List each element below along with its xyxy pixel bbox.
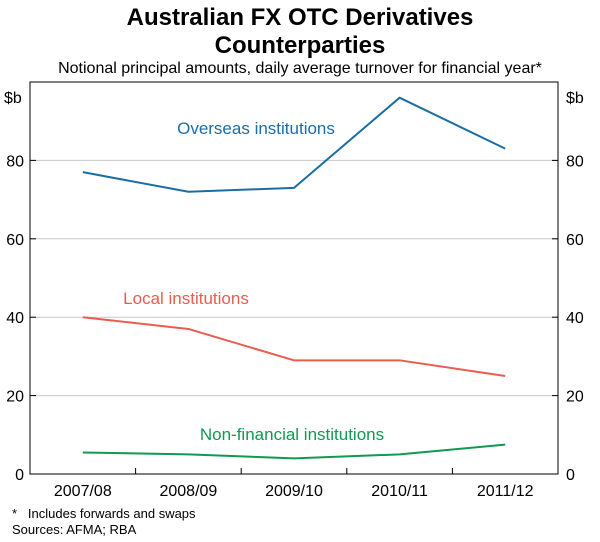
chart-title-line-2: Counterparties [214,32,386,59]
y-unit-left: $b [4,90,22,107]
y-tick-label-right-60: 60 [566,232,584,249]
y-tick-label-left-40: 40 [6,310,24,327]
x-tick-label-2008/09: 2008/09 [159,483,217,500]
series-label-0: Overseas institutions [177,119,335,138]
chart-title-line-1: Australian FX OTC Derivatives [126,4,474,31]
series-line-2 [82,443,506,460]
y-tick-label-right-40: 40 [566,310,584,327]
plot-frame [29,81,559,475]
y-unit-right: $b [566,90,584,107]
y-tick-label-left-0: 0 [15,467,24,484]
y-tick-label-left-80: 80 [6,153,24,170]
series-line-1 [82,316,506,377]
x-tick-label-2007/08: 2007/08 [54,483,112,500]
y-tick-label-right-20: 20 [566,389,584,406]
y-tick-label-right-80: 80 [566,153,584,170]
series-label-2: Non-financial institutions [200,425,384,444]
series-label-1: Local institutions [123,289,249,308]
x-tick-label-2011/12: 2011/12 [477,483,534,500]
series-line-0 [82,96,506,193]
chart-notes: * Includes forwards and swaps Sources: A… [12,506,196,538]
y-tick-label-left-20: 20 [6,389,24,406]
chart-title: Australian FX OTC Derivatives Counterpar… [0,4,600,60]
y-tick-label-right-0: 0 [566,467,575,484]
y-tick-label-left-60: 60 [6,232,24,249]
x-tick-label-2010/11: 2010/11 [371,483,428,500]
x-tick-label-2009/10: 2009/10 [265,483,323,500]
footnote: * Includes forwards and swaps [12,506,196,521]
chart-subtitle: Notional principal amounts, daily averag… [58,60,542,77]
source-note: Sources: AFMA; RBA [12,522,137,537]
